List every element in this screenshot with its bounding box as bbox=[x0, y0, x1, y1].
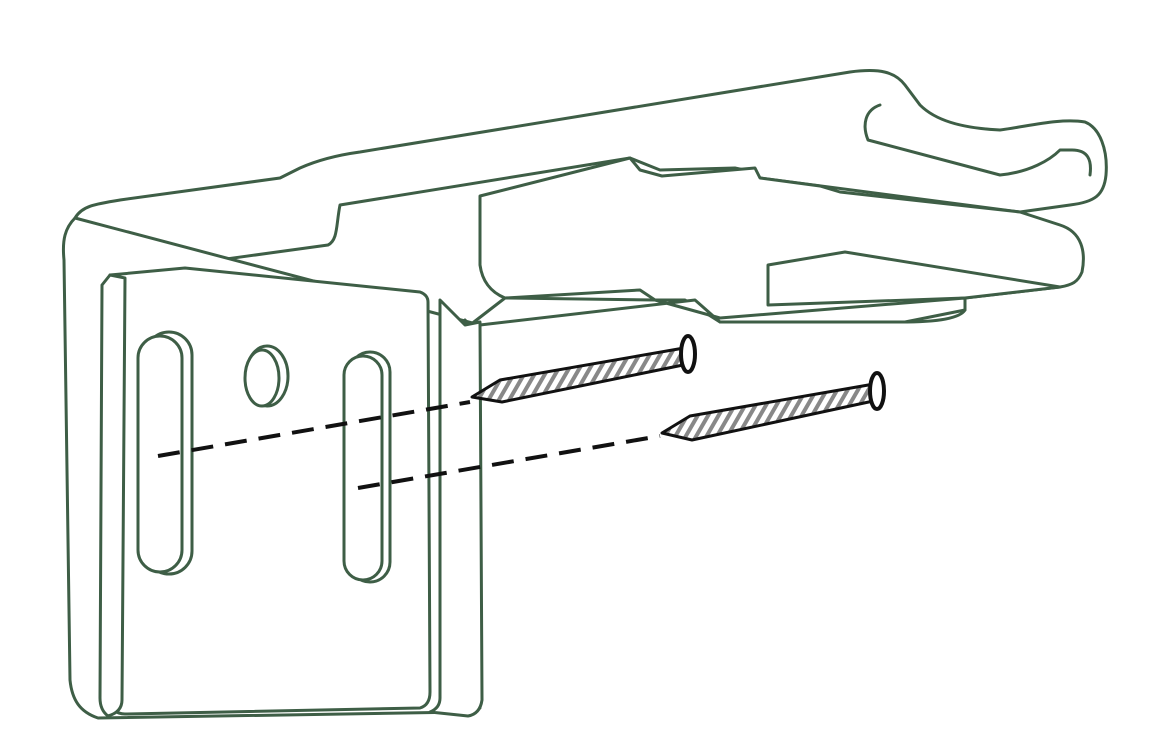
bracket bbox=[61, 69, 1108, 720]
bracket-wall-edge bbox=[98, 273, 127, 718]
slot-right bbox=[342, 350, 392, 584]
screw-lower-shaft bbox=[660, 382, 880, 442]
screw-upper-head bbox=[679, 334, 697, 374]
screw-upper bbox=[470, 334, 697, 404]
bracket-arm-lower-slab bbox=[766, 250, 1062, 307]
guide-lines bbox=[157, 400, 661, 490]
screw-upper-shaft bbox=[470, 346, 690, 404]
guide-line-lower bbox=[357, 434, 661, 490]
screw-lower-head bbox=[868, 371, 886, 411]
screw-lower bbox=[660, 371, 886, 442]
guide-line-upper bbox=[157, 400, 471, 458]
round-hole bbox=[243, 344, 290, 408]
bracket-arm-ridge bbox=[863, 103, 1092, 177]
